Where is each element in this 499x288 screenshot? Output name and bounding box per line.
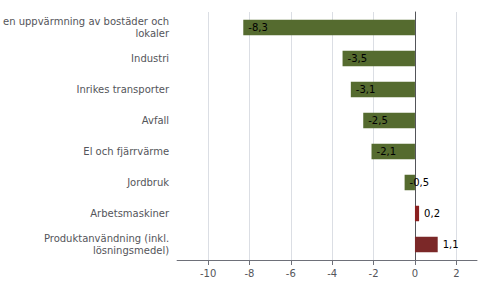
svg-text:-3,1: -3,1 xyxy=(356,84,376,95)
svg-text:lösningsmedel): lösningsmedel) xyxy=(93,245,169,256)
svg-text:lokaler: lokaler xyxy=(135,28,170,39)
svg-text:-6: -6 xyxy=(286,268,296,279)
svg-text:-3,5: -3,5 xyxy=(348,53,368,64)
svg-text:-8: -8 xyxy=(244,268,254,279)
svg-text:1,1: 1,1 xyxy=(443,239,459,250)
svg-text:Jordbruk: Jordbruk xyxy=(126,177,169,188)
svg-text:en uppvärmning av bostäder och: en uppvärmning av bostäder och xyxy=(3,16,169,27)
svg-text:0: 0 xyxy=(412,268,418,279)
svg-text:Produktanvändning (inkl.: Produktanvändning (inkl. xyxy=(44,233,169,244)
svg-text:-2,1: -2,1 xyxy=(377,146,397,157)
svg-text:Arbetsmaskiner: Arbetsmaskiner xyxy=(90,208,170,219)
svg-text:-0,5: -0,5 xyxy=(410,177,430,188)
svg-text:-4: -4 xyxy=(327,268,337,279)
svg-text:-2: -2 xyxy=(369,268,379,279)
svg-text:-10: -10 xyxy=(200,268,216,279)
svg-text:Industri: Industri xyxy=(131,53,169,64)
svg-text:Avfall: Avfall xyxy=(142,115,169,126)
svg-text:-8,3: -8,3 xyxy=(248,22,268,33)
svg-text:Inrikes transporter: Inrikes transporter xyxy=(76,84,170,95)
svg-text:0,2: 0,2 xyxy=(424,208,440,219)
svg-text:-2,5: -2,5 xyxy=(368,115,388,126)
svg-text:El och fjärrvärme: El och fjärrvärme xyxy=(83,146,169,157)
svg-text:2: 2 xyxy=(453,268,459,279)
